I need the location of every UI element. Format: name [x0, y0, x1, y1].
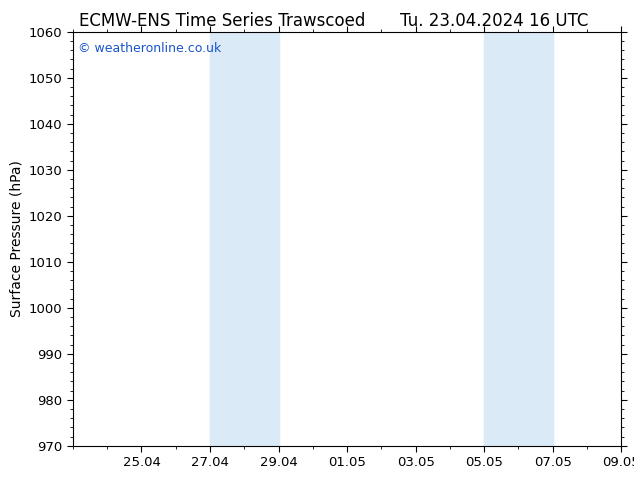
Text: ECMW-ENS Time Series Trawscoed: ECMW-ENS Time Series Trawscoed: [79, 12, 365, 30]
Bar: [484, 32, 553, 446]
Bar: [210, 32, 278, 446]
Text: Tu. 23.04.2024 16 UTC: Tu. 23.04.2024 16 UTC: [400, 12, 589, 30]
Text: © weatheronline.co.uk: © weatheronline.co.uk: [79, 42, 222, 55]
Y-axis label: Surface Pressure (hPa): Surface Pressure (hPa): [9, 160, 23, 318]
